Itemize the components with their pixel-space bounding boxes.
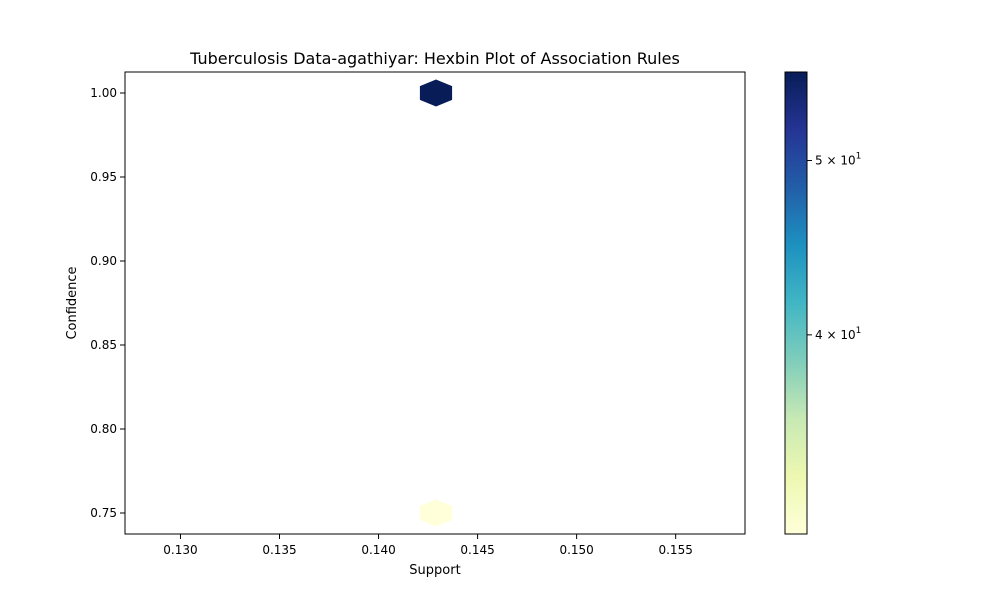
x-axis-label: Support [409, 563, 460, 578]
y-axis: 0.75 0.80 0.85 0.90 0.95 1.00 [90, 86, 125, 520]
y-tick-label: 0.85 [90, 338, 117, 352]
colorbar-ticks: 4 × 101 5 × 101 [807, 152, 861, 342]
y-tick-label: 0.75 [90, 506, 117, 520]
y-tick-label: 0.95 [90, 170, 117, 184]
x-tick-label: 0.130 [163, 543, 197, 557]
x-tick-label: 0.145 [460, 543, 494, 557]
hexbin-layer [419, 79, 453, 527]
x-axis: 0.130 0.135 0.140 0.145 0.150 0.155 [163, 534, 693, 557]
x-tick-label: 0.150 [559, 543, 593, 557]
colorbar-tick-label: 4 × 101 [815, 326, 861, 342]
hexbin-cell [419, 499, 453, 527]
x-tick-label: 0.155 [658, 543, 692, 557]
x-tick-label: 0.140 [361, 543, 395, 557]
y-tick-label: 0.80 [90, 422, 117, 436]
plot-frame [124, 71, 746, 535]
y-axis-label: Confidence [65, 266, 80, 339]
hexbin-cell [419, 79, 453, 107]
chart-title: Tuberculosis Data-agathiyar: Hexbin Plot… [189, 49, 680, 68]
x-tick-label: 0.135 [262, 543, 296, 557]
colorbar [784, 71, 808, 535]
y-tick-label: 0.90 [90, 254, 117, 268]
y-tick-label: 1.00 [90, 86, 117, 100]
colorbar-tick-label: 5 × 101 [815, 152, 861, 168]
